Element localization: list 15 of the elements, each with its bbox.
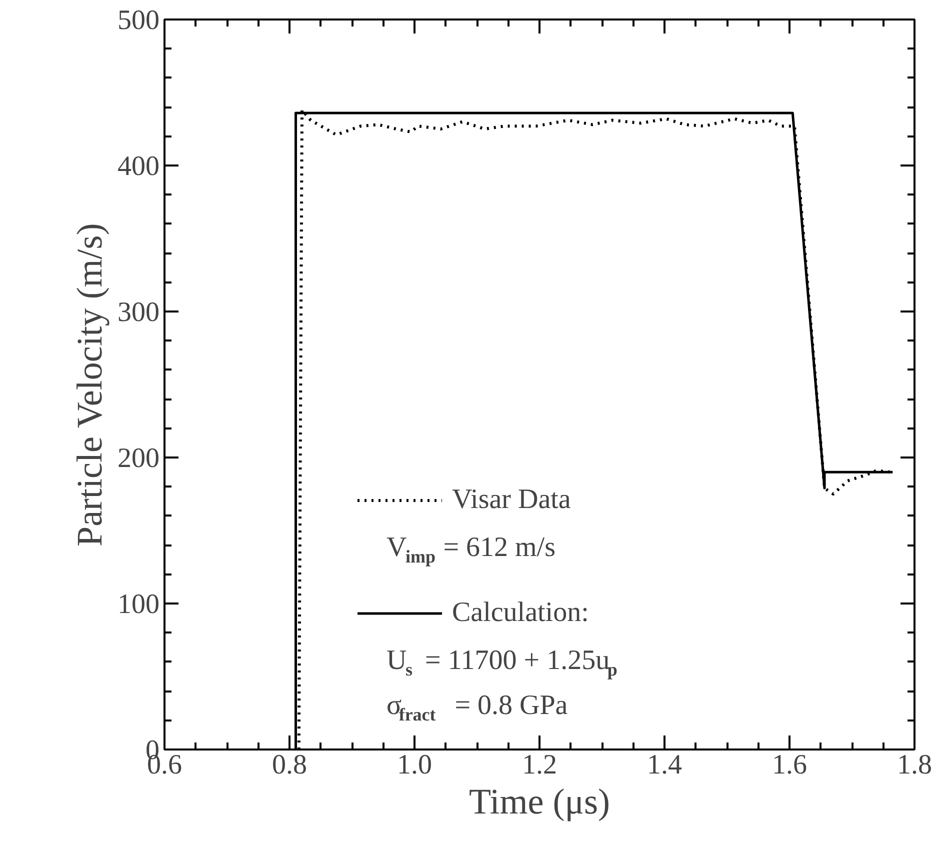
legend-label: Visar Data	[452, 484, 571, 516]
x-tick-label: 0.8	[272, 750, 307, 780]
x-tick-label: 1.2	[522, 750, 557, 780]
x-tick-label: 1.4	[647, 750, 682, 780]
y-tick-label: 100	[118, 589, 160, 620]
x-tick-label: 1.6	[772, 750, 807, 780]
y-axis-title: Particle Velocity (m/s)	[70, 223, 110, 546]
y-tick-label: 500	[118, 5, 160, 36]
y-tick-label: 300	[118, 297, 160, 328]
legend-label: Calculation:	[452, 597, 589, 629]
y-tick-label: 200	[118, 443, 160, 474]
y-tick-label: 400	[118, 151, 160, 182]
x-tick-label: 1.8	[897, 750, 932, 780]
x-axis-title: Time (μs)	[469, 782, 610, 822]
x-tick-label: 1.0	[397, 750, 432, 780]
